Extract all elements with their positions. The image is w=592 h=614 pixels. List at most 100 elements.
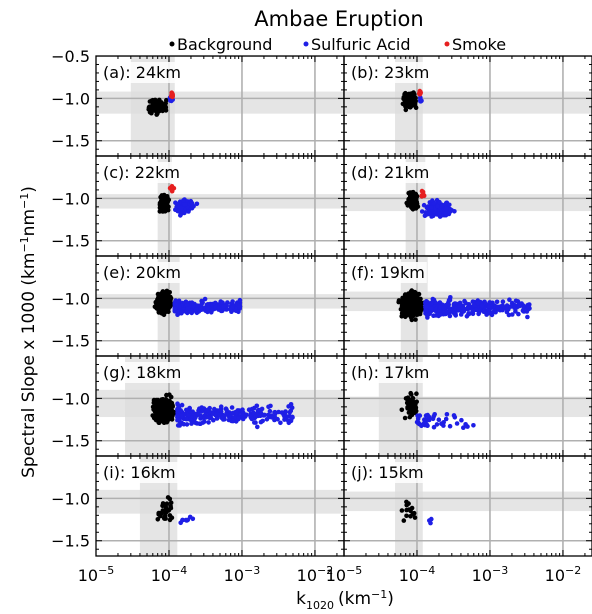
scatter-point [168,407,173,413]
scatter-point [210,307,215,313]
y-range-band [96,489,344,514]
scatter-point [230,418,236,424]
scatter-point [411,401,417,407]
scatter-point [487,300,493,305]
scatter-point [153,406,158,412]
scatter-point [413,408,419,414]
x-tick-label: 10−4 [151,564,188,585]
scatter-point [476,311,481,317]
scatter-point [429,214,434,219]
y-axis-label: Spectral Slope x 1000 (km−1nm−1) [18,186,39,478]
scatter-point [191,303,196,309]
y-range-band [344,194,592,212]
scatter-point [266,404,271,410]
scatter-point [167,496,173,502]
scatter-point [471,423,476,428]
scatter-point [492,308,498,314]
scatter-point [202,296,208,302]
y-tick-label: −1.0 [51,389,90,408]
x-tick-label: 10−4 [399,564,436,585]
scatter-point [195,303,200,309]
scatter-point [406,292,411,298]
scatter-point [447,202,452,208]
scatter-point [407,98,413,104]
scatter-point [426,210,432,216]
scatter-point [444,412,450,417]
scatter-point [408,314,414,320]
panel: (f): 19km [343,255,592,357]
scatter-point [414,391,419,397]
panel: (j): 15km [343,455,592,557]
scatter-point [158,404,163,410]
y-tick-labels: −0.5 −1.0 −1.5 −1.0 −1.5 −1.0 −1.5 −1.0 −1.5 −1.0… [51,47,90,551]
scatter-point [418,98,424,103]
scatter-point [259,406,265,412]
scatter-point [158,399,164,405]
scatter-point [411,295,416,301]
scatter-point [166,401,172,407]
scatter-point [230,304,235,310]
scatter-point [240,416,246,422]
scatter-point [475,300,481,306]
scatter-point [224,407,229,413]
panel-label: (g): 18km [103,363,181,382]
scatter-point [161,407,167,413]
scatter-point [160,508,166,513]
scatter-point [404,513,409,519]
scatter-point [163,404,168,409]
scatter-point [147,110,153,115]
scatter-point [407,397,413,403]
scatter-point [152,102,157,108]
scatter-point [507,297,512,303]
scatter-point [213,412,218,418]
panel-grid: (a): 24km (b): 23km (c): 22km (d): 21km (e):… [95,55,592,557]
scatter-point [421,193,427,199]
panel-label: (a): 24km [103,63,181,82]
scatter-point [282,410,288,415]
scatter-point [404,502,410,508]
scatter-point [164,299,170,305]
scatter-point [403,90,408,96]
legend-label-sulfuric-acid: Sulfuric Acid [311,35,410,54]
scatter-point [157,415,162,421]
scatter-point [424,304,430,309]
scatter-point [414,204,419,210]
scatter-point [525,314,530,320]
scatter-point [236,416,242,421]
x-tick-labels: 10−5 10−4 10−3 10−210−5 10−4 10−3 10−2 [78,564,582,585]
scatter-point [252,420,257,425]
x-axis-label: k1020 (km−1) [296,588,394,612]
scatter-point [184,302,190,308]
scatter-point [425,423,430,429]
scatter-point [221,304,227,309]
scatter-point [163,400,168,406]
scatter-point [399,407,405,413]
panel: (i): 16km [95,455,345,557]
scatter-point [400,308,406,314]
legend-marker-background [169,41,175,47]
scatter-point [164,392,169,398]
panel: (g): 18km [95,355,345,457]
scatter-point [169,187,175,192]
scatter-point [461,425,466,431]
panel: (d): 21km [343,155,592,257]
scatter-point [175,413,180,419]
scatter-point [413,105,419,110]
scatter-point [170,94,175,100]
scatter-point [410,511,416,517]
panel-label: (e): 20km [103,263,181,282]
scatter-point [150,107,156,112]
scatter-point [437,211,442,217]
scatter-point [199,301,204,307]
scatter-point [470,308,476,313]
y-tick-label: −1.5 [51,232,90,251]
scatter-point [244,412,249,418]
y-range-band [344,491,592,512]
scatter-point [429,205,434,210]
scatter-point [506,312,512,318]
scatter-point [237,297,243,303]
panel: (h): 17km [343,355,592,457]
scatter-point [463,422,468,427]
scatter-point [464,314,470,319]
